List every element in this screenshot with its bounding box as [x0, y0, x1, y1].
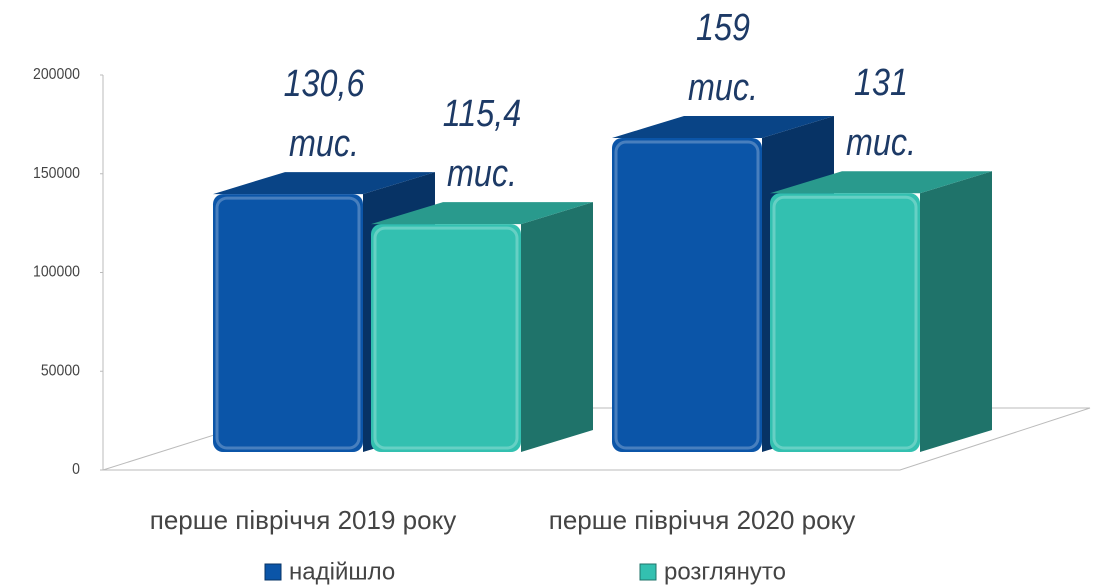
- bar-highlight: [772, 195, 918, 450]
- bar: [770, 193, 920, 452]
- bar-top: [213, 172, 435, 195]
- value-label: 159 тис.: [687, 6, 758, 109]
- bar-side: [920, 171, 992, 452]
- legend-marker: [639, 563, 657, 581]
- bar-top: [770, 171, 992, 194]
- bar: [371, 224, 521, 452]
- bar-highlight: [373, 226, 519, 450]
- y-tick-label: 100000: [33, 263, 80, 281]
- value-label: 115,4 тис.: [442, 93, 522, 196]
- value-label: 131 тис.: [845, 62, 916, 165]
- bar-highlight: [215, 196, 361, 450]
- bar: [213, 194, 363, 452]
- bar-top: [612, 115, 834, 138]
- y-tick-label: 0: [72, 460, 80, 478]
- x-tick-label: перше півріччя 2019 року: [150, 505, 457, 535]
- bar-top: [371, 202, 593, 225]
- bar-side: [521, 202, 593, 452]
- bar-highlight: [614, 140, 760, 450]
- y-tick-label: 50000: [41, 362, 80, 380]
- bar: [612, 137, 762, 452]
- y-tick-label: 150000: [33, 164, 80, 182]
- legend-label: надійшло: [289, 558, 395, 585]
- legend-label: розглянуто: [664, 558, 786, 585]
- y-tick-label: 200000: [33, 65, 80, 83]
- x-tick-label: перше півріччя 2020 року: [549, 505, 856, 535]
- value-label: 130,6 тис.: [283, 63, 365, 166]
- legend-marker: [264, 563, 282, 581]
